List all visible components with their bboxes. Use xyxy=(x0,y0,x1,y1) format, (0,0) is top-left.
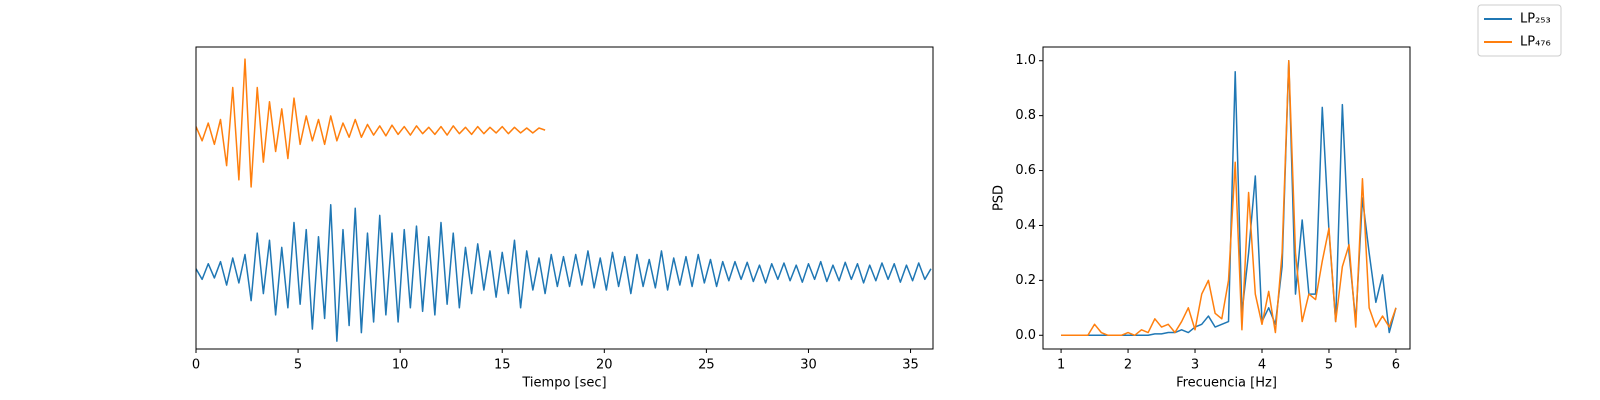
legend-label: LP₄₇₆ xyxy=(1520,35,1551,50)
plot-area xyxy=(196,58,932,342)
y-tick-label: 0.8 xyxy=(1015,108,1036,123)
x-tick-label: 5 xyxy=(294,358,302,373)
plot-area xyxy=(1061,59,1397,337)
x-tick-label: 35 xyxy=(902,358,919,373)
legend-frame xyxy=(1477,4,1562,57)
axes-frame xyxy=(195,46,934,350)
x-tick-label: 15 xyxy=(494,358,511,373)
x-tick-label: 20 xyxy=(596,358,613,373)
x-axis-label: Frecuencia [Hz] xyxy=(1176,376,1277,391)
x-axis-label: Tiempo [sec] xyxy=(521,376,606,391)
x-tick-label: 2 xyxy=(1124,358,1132,373)
y-axis-label: PSD xyxy=(992,185,1007,211)
x-tick-label: 0 xyxy=(192,358,200,373)
y-tick-label: 0.4 xyxy=(1015,218,1036,233)
legend: LP₂₅₃ LP₄₇₆ xyxy=(1477,4,1562,57)
axes-frame xyxy=(1042,46,1411,350)
y-tick-label: 0.6 xyxy=(1015,163,1036,178)
x-tick-label: 3 xyxy=(1191,358,1199,373)
y-tick-label: 0.2 xyxy=(1015,273,1036,288)
legend-label: LP₂₅₃ xyxy=(1520,12,1551,27)
x-tick-label: 6 xyxy=(1392,358,1400,373)
y-tick-label: 0.0 xyxy=(1015,328,1036,343)
x-tick-label: 30 xyxy=(800,358,817,373)
data-line xyxy=(196,58,546,188)
x-tick-label: 10 xyxy=(392,358,409,373)
y-tick-label: 1.0 xyxy=(1015,53,1036,68)
x-tick-label: 1 xyxy=(1057,358,1065,373)
x-tick-label: 5 xyxy=(1325,358,1333,373)
data-line xyxy=(196,204,932,342)
x-tick-label: 4 xyxy=(1258,358,1266,373)
x-tick-label: 25 xyxy=(698,358,715,373)
data-line xyxy=(1061,59,1397,337)
